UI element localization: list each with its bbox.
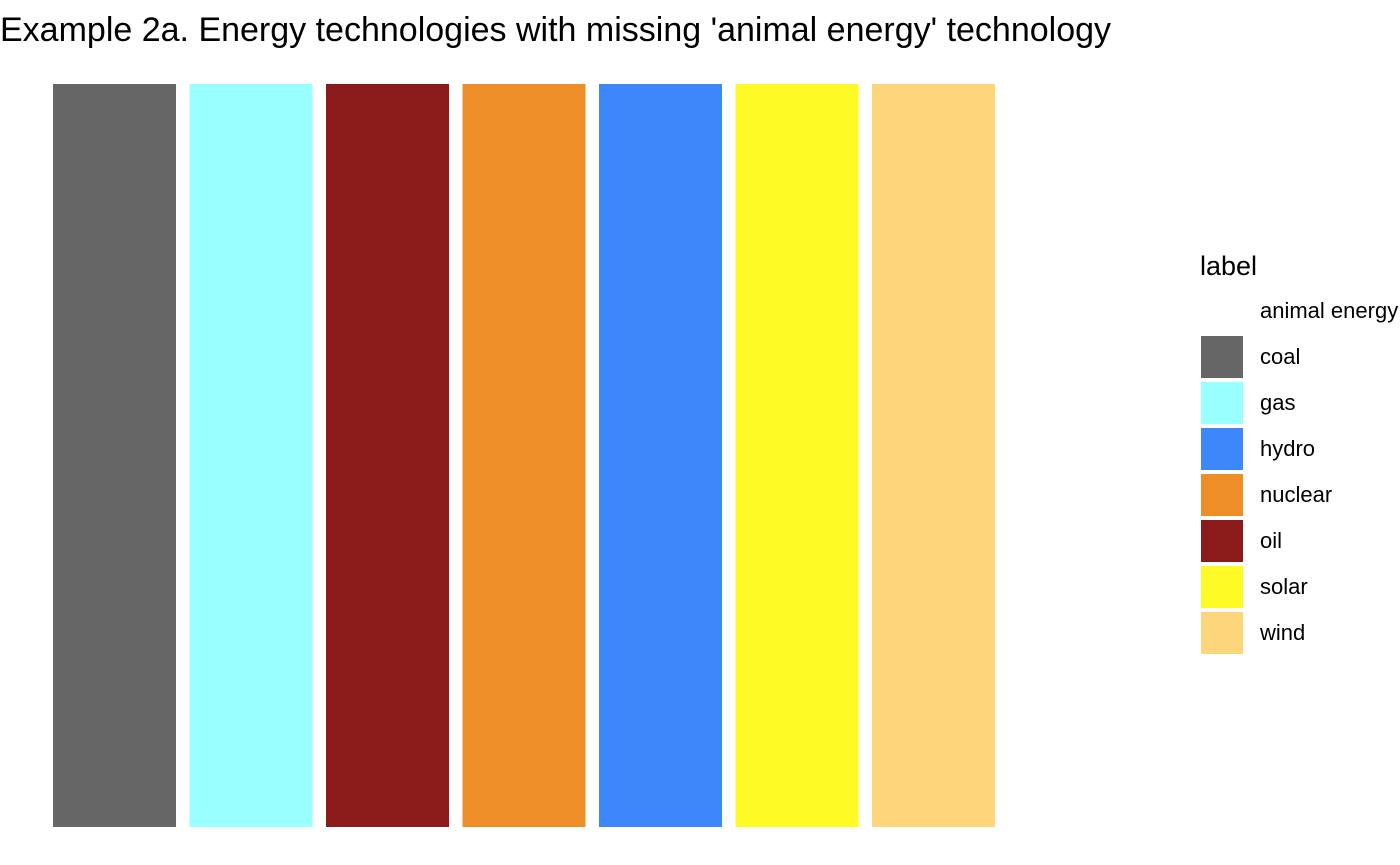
legend-title: label xyxy=(1200,251,1258,281)
legend-key-solar xyxy=(1201,566,1243,608)
legend-item-wind: wind xyxy=(1200,610,1400,656)
legend: label animal energy coal gas hydro nuclear oi… xyxy=(1200,248,1400,656)
bar-hydro xyxy=(599,84,722,827)
legend-item-oil: oil xyxy=(1200,518,1400,564)
legend-item-animal-energy: animal energy xyxy=(1200,288,1400,334)
legend-item-coal: coal xyxy=(1200,334,1400,380)
legend-items: animal energy coal gas hydro nuclear oil solar… xyxy=(1200,288,1400,656)
bar-wind xyxy=(872,84,995,827)
legend-label-nuclear: nuclear xyxy=(1260,482,1333,507)
bar-oil xyxy=(326,84,449,827)
legend-item-hydro: hydro xyxy=(1200,426,1400,472)
legend-key-oil xyxy=(1201,520,1243,562)
legend-label-gas: gas xyxy=(1260,390,1296,415)
legend-key-gas xyxy=(1201,382,1243,424)
bar-solar xyxy=(735,84,859,827)
legend-key-coal xyxy=(1201,336,1243,378)
legend-key-wind xyxy=(1201,612,1243,654)
legend-label-solar: solar xyxy=(1260,574,1308,599)
legend-item-nuclear: nuclear xyxy=(1200,472,1400,518)
chart-title: Example 2a. Energy technologies with mis… xyxy=(0,11,1112,49)
plot-area xyxy=(53,84,995,827)
legend-label-oil: oil xyxy=(1260,528,1283,553)
legend-label-wind: wind xyxy=(1260,620,1306,645)
bar-nuclear xyxy=(462,84,586,827)
legend-label-coal: coal xyxy=(1260,344,1301,369)
legend-label-animal-energy: animal energy xyxy=(1260,298,1399,323)
legend-key-animal-energy xyxy=(1201,290,1243,332)
bar-gas xyxy=(189,84,313,827)
legend-item-gas: gas xyxy=(1200,380,1400,426)
bar-coal xyxy=(53,84,176,827)
legend-key-hydro xyxy=(1201,428,1243,470)
legend-item-solar: solar xyxy=(1200,564,1400,610)
legend-label-hydro: hydro xyxy=(1260,436,1316,461)
legend-key-nuclear xyxy=(1201,474,1243,516)
